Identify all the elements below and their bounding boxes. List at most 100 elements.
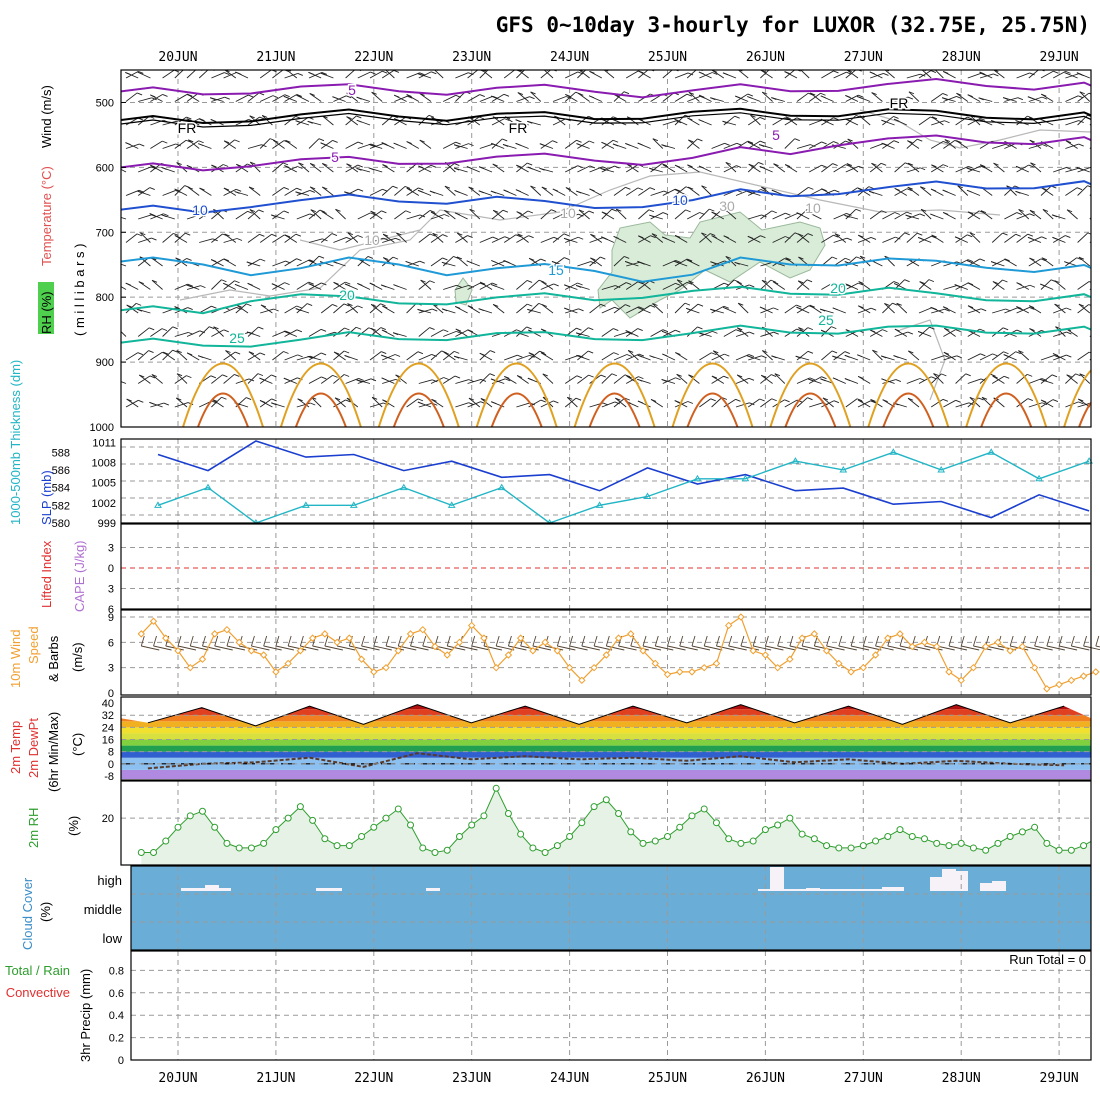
- wind-barb-flag: [187, 307, 193, 310]
- wind-barb: [1065, 120, 1079, 126]
- wind-barb: [688, 91, 700, 102]
- wind-barb-flag: [370, 210, 376, 214]
- wind-barb: [247, 233, 260, 243]
- wind-barb: [308, 376, 322, 384]
- wind-barb-flag: [432, 308, 438, 312]
- wind-barb: [578, 70, 590, 79]
- wind-barb-flag: [176, 397, 182, 401]
- wind-barb-flag: [590, 257, 596, 261]
- wind-barb-flag: [1064, 72, 1070, 76]
- wind-barb-flag: [526, 280, 533, 283]
- wind10m-barb-flag: [740, 635, 745, 647]
- contour-label: FR: [890, 95, 909, 111]
- wind-barb: [993, 70, 1005, 79]
- rh-area: [141, 788, 1091, 865]
- wind-barb-flag: [638, 235, 644, 239]
- wind-barb: [625, 187, 639, 196]
- wind-barb-flag: [807, 378, 814, 382]
- wind-barb-flag: [443, 329, 449, 333]
- wind-barb: [516, 96, 530, 102]
- wind-barb-flag: [1018, 350, 1024, 354]
- wind-barb: [223, 307, 237, 314]
- temp-band: [121, 751, 1091, 758]
- wind-barb: [516, 354, 530, 361]
- temp-band: [121, 745, 1091, 752]
- wind-barb-flag: [1087, 185, 1091, 188]
- wind10m-marker: [1079, 672, 1088, 680]
- wind10m-barb-flag: [605, 635, 610, 647]
- wind-barb: [613, 354, 628, 361]
- wind-barb-flag: [613, 235, 619, 239]
- wind-barb-flag: [821, 141, 827, 145]
- wind-barb: [601, 165, 615, 173]
- wind-barb-flag: [920, 186, 926, 190]
- wind-barb: [516, 280, 528, 290]
- wind-barb-flag: [358, 377, 364, 381]
- wind10m-barb: [655, 645, 674, 651]
- wind-barb: [125, 352, 139, 361]
- wind-barb: [467, 70, 479, 79]
- wind-barb: [737, 70, 749, 79]
- wind-barb: [735, 331, 750, 337]
- wind-barb-flag: [151, 237, 157, 241]
- wind-barb: [869, 162, 882, 173]
- wind-barb-flag: [210, 119, 216, 122]
- wind-barb-flag: [1066, 209, 1073, 213]
- wind-barb: [650, 190, 665, 196]
- wind-barb: [381, 185, 393, 196]
- wind-barb: [443, 284, 457, 290]
- wind-barb: [662, 92, 675, 102]
- wind-barb-flag: [831, 256, 838, 260]
- contour-label: 15: [548, 262, 564, 278]
- wind-barb-flag: [284, 234, 291, 238]
- wind10m-marker: [749, 647, 757, 655]
- wind-barb-flag: [442, 257, 448, 261]
- wind-barb-flag: [806, 279, 813, 283]
- wind-barb-flag: [393, 284, 399, 288]
- wind-barb-flag: [1041, 257, 1048, 261]
- wind-barb: [357, 71, 371, 79]
- wind10m-barb: [263, 645, 282, 651]
- wind-barb: [943, 96, 957, 102]
- temp-tick-label: 32: [102, 710, 114, 722]
- wind-barb-flag: [746, 190, 753, 194]
- wind-barb: [796, 397, 808, 408]
- wind-barb: [248, 351, 261, 361]
- wind-barb: [1028, 258, 1042, 267]
- wind-barb-flag: [331, 233, 338, 236]
- wind-barb-flag: [626, 354, 633, 357]
- wind-barb-flag: [869, 71, 875, 75]
- wind-barb: [833, 71, 847, 79]
- wind-barb-flag: [576, 375, 583, 379]
- rh-marker: [884, 832, 892, 840]
- wind-barb-flag: [942, 189, 948, 193]
- wind-axis-label: Wind (m/s): [39, 85, 54, 148]
- wind-barb-flag: [478, 116, 485, 120]
- wind-barb: [162, 120, 177, 126]
- wind-barb: [223, 280, 235, 290]
- wind-barb-flag: [429, 210, 436, 213]
- wind-barb: [503, 70, 516, 79]
- wind-barb: [601, 285, 616, 290]
- wind-barb-flag: [151, 374, 158, 377]
- wind-barb-flag: [576, 190, 582, 194]
- wind-barb-flag: [453, 144, 460, 148]
- wind-barb: [748, 214, 762, 220]
- wind-barb-flag: [126, 304, 132, 308]
- wind-barb: [541, 281, 554, 290]
- wind-barb: [907, 186, 920, 196]
- wind-barb: [686, 303, 699, 314]
- wind-barb-flag: [575, 332, 582, 336]
- wind-barb-flag: [845, 283, 851, 287]
- wind10m-barb: [349, 645, 368, 651]
- wind-barb-flag: [577, 165, 583, 169]
- wind-barb-flag: [429, 190, 436, 194]
- wind-barb: [979, 353, 993, 361]
- wind-barb-flag: [309, 93, 315, 96]
- wind-barb-flag: [441, 308, 448, 312]
- wind-barb-flag: [1054, 303, 1060, 307]
- wind-barb-flag: [638, 70, 644, 74]
- wind-barb-flag: [527, 120, 533, 124]
- wind-barb-flag: [1088, 92, 1091, 95]
